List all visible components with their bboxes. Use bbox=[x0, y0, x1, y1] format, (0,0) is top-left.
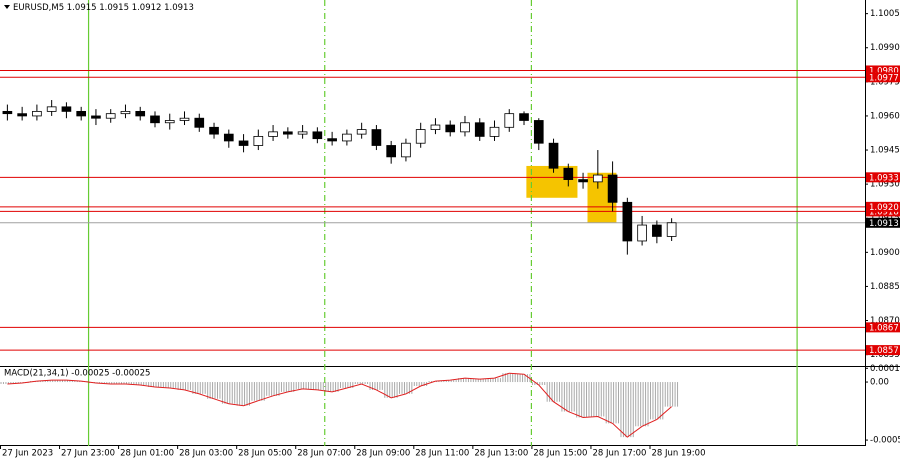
level-label-bg bbox=[866, 172, 900, 183]
level-label-bg bbox=[866, 345, 900, 356]
y-tick-label: 0.00 bbox=[870, 378, 889, 388]
candle-body bbox=[297, 131, 308, 135]
candle-body bbox=[135, 110, 146, 117]
y-tick-label: -0.00059 bbox=[870, 436, 900, 446]
candle-body bbox=[238, 140, 249, 146]
x-tick-label: 28 Jun 01:00 bbox=[120, 449, 174, 459]
candle-body bbox=[607, 174, 618, 203]
candle-body bbox=[268, 131, 278, 137]
candle-body bbox=[223, 133, 234, 142]
y-tick-label: 1.0990 bbox=[870, 43, 900, 53]
candle-body bbox=[327, 138, 337, 142]
y-tick-label: 1.0870 bbox=[870, 316, 900, 326]
x-tick-label: 28 Jun 15:00 bbox=[533, 449, 587, 459]
y-tick-label: 1.0975 bbox=[870, 77, 900, 87]
x-tick-label: 27 Jun 2023 bbox=[2, 449, 53, 459]
current-price-bg bbox=[866, 217, 900, 228]
candle-body bbox=[622, 201, 633, 242]
candle-body bbox=[179, 117, 190, 121]
candle-body bbox=[637, 224, 647, 242]
y-tick-label: 1.0855 bbox=[870, 350, 900, 360]
candle-body bbox=[164, 120, 175, 124]
x-tick-label: 28 Jun 07:00 bbox=[297, 449, 351, 459]
candle-body bbox=[46, 106, 57, 112]
candle-body bbox=[91, 115, 101, 119]
x-tick-label: 27 Jun 23:00 bbox=[61, 449, 115, 459]
y-tick-label: 1.0930 bbox=[870, 180, 900, 190]
level-label: 1.0933 bbox=[869, 173, 899, 183]
candle-body bbox=[312, 131, 323, 140]
candle-body bbox=[17, 113, 27, 117]
candle-body bbox=[652, 224, 662, 237]
current-price-label: 1.0913 bbox=[869, 219, 899, 229]
y-tick-label: 1.1005 bbox=[870, 9, 900, 19]
candle-body bbox=[415, 129, 426, 144]
candle-body bbox=[430, 124, 441, 130]
level-label: 1.0867 bbox=[869, 323, 899, 333]
candle-body bbox=[460, 122, 470, 133]
candle-body bbox=[283, 131, 293, 135]
x-tick-label: 28 Jun 19:00 bbox=[651, 449, 705, 459]
candle-body bbox=[489, 126, 500, 137]
x-tick-label: 28 Jun 03:00 bbox=[179, 449, 233, 459]
candle-body bbox=[105, 113, 116, 119]
candle-body bbox=[548, 142, 559, 169]
candle-body bbox=[504, 113, 515, 128]
level-label: 1.0920 bbox=[869, 203, 899, 213]
indicator-title: MACD(21,34,1) -0.00025 -0.00025 bbox=[4, 369, 150, 379]
level-label-bg bbox=[866, 322, 900, 333]
candle-body bbox=[578, 179, 588, 183]
x-tick-label: 28 Jun 13:00 bbox=[474, 449, 528, 459]
y-tick-label: 0.00014 bbox=[870, 364, 900, 374]
level-label: 1.0980 bbox=[869, 66, 899, 76]
chart-title: EURUSD,M5 1.0915 1.0915 1.0912 1.0913 bbox=[13, 3, 194, 13]
y-tick-label: 1.0885 bbox=[870, 282, 900, 292]
title-arrow bbox=[4, 5, 10, 9]
candle-body bbox=[194, 117, 205, 128]
candle-body bbox=[401, 142, 411, 158]
y-tick-label: 1.0960 bbox=[870, 111, 900, 121]
candle-body bbox=[209, 126, 219, 135]
candle-body bbox=[2, 110, 13, 115]
signal-line bbox=[7, 372, 672, 438]
level-label-bg bbox=[866, 72, 900, 83]
x-tick-label: 28 Jun 11:00 bbox=[415, 449, 469, 459]
level-label-bg bbox=[866, 201, 900, 212]
candle-body bbox=[76, 110, 87, 117]
candle-body bbox=[666, 222, 677, 237]
x-tick-label: 28 Jun 05:00 bbox=[238, 449, 292, 459]
candle-body bbox=[445, 124, 456, 133]
y-tick-label: 1.0900 bbox=[870, 248, 900, 258]
candle-body bbox=[342, 133, 352, 142]
x-tick-label: 28 Jun 09:00 bbox=[356, 449, 410, 459]
candle-body bbox=[253, 135, 264, 146]
candle-body bbox=[371, 129, 382, 146]
candle-body bbox=[150, 115, 160, 124]
candle-body bbox=[386, 145, 396, 158]
candle-body bbox=[356, 129, 367, 135]
candle-body bbox=[519, 113, 529, 121]
candle-body bbox=[563, 167, 574, 180]
y-tick-label: 1.0945 bbox=[870, 146, 900, 156]
level-label: 1.0857 bbox=[869, 346, 899, 356]
candle-body bbox=[32, 110, 42, 117]
candle-body bbox=[474, 122, 485, 137]
x-tick-label: 28 Jun 17:00 bbox=[592, 449, 646, 459]
level-label: 1.0977 bbox=[869, 73, 899, 83]
level-label: 1.0918 bbox=[869, 207, 899, 217]
candle-body bbox=[120, 110, 131, 115]
level-label-bg bbox=[866, 65, 900, 76]
candle-body bbox=[533, 120, 544, 144]
candle-body bbox=[592, 174, 603, 183]
candle-body bbox=[61, 106, 72, 112]
